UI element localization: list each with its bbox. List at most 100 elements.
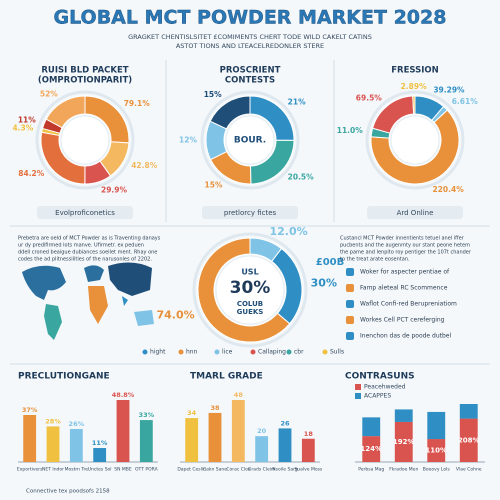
data-label: 20 (257, 427, 267, 435)
data-label: 30% (311, 276, 337, 289)
category-label: Perbsa Mag (358, 467, 384, 473)
data-label: 2.89% (401, 82, 428, 91)
data-label: 38 (210, 404, 220, 412)
subtitle-line: GRAGKET CHENTISLSITET £COMIMENTS CHERT T… (128, 33, 372, 41)
section-subtitle: CONTESTS (225, 76, 275, 86)
donut-segment (45, 95, 86, 129)
bar (116, 400, 130, 462)
paragraph-line: the pame and lenpito roy pentiger the 10… (340, 250, 472, 256)
section-title: TMARL GRADE (190, 372, 263, 382)
data-label: 28% (45, 417, 61, 425)
category-label: Sualve Moss (294, 467, 323, 473)
data-label: 74.0% (156, 309, 194, 322)
category-label: OTT PORA (135, 467, 159, 473)
center-bottom: GUEKS (237, 308, 264, 316)
category-label: Exportivers (17, 467, 43, 473)
caption-box (202, 206, 298, 219)
center-bottom: COLUB (237, 300, 263, 308)
center-label: BOUR. (234, 136, 266, 146)
category-label: Grads Cleim (248, 467, 276, 473)
list-icon (346, 284, 354, 292)
category-label: Mostrn Tre (65, 467, 89, 473)
bar (231, 400, 245, 462)
list-item: Famp aleteal RC Scommence (360, 285, 448, 292)
legend-swatch (322, 349, 328, 355)
data-label: 12% (179, 135, 197, 144)
paragraph-line: ddell croned beaigue dubiances soeilet m… (18, 250, 157, 256)
category-label: Fkradoe Men (389, 467, 418, 473)
section-title: PRECLUTIONGANE (18, 372, 110, 382)
paragraph-line: pucbents and the augenmty our stant peon… (340, 243, 470, 249)
center-top: USL (241, 268, 258, 277)
subtitle-line: ASTOT TIONS AND LTEACELREDONLER STERE (176, 42, 324, 50)
data-label: 15% (205, 180, 223, 189)
legend-swatch (178, 349, 184, 355)
paragraph-line: Custancl MCT Powder innentients tetuel a… (340, 236, 465, 242)
data-label: 34 (187, 409, 197, 417)
paragraph-line: ur dy predifirmed lots manve. Ufirmetr. … (18, 243, 144, 249)
bar (46, 426, 60, 462)
bar-segment (362, 417, 381, 437)
category-label: Dapet Ceslin (177, 467, 206, 473)
legend-label: lice (222, 349, 233, 356)
paragraph-line: to the treat arate eosentan. (340, 257, 410, 263)
legend-label: Peacehweded (364, 384, 406, 391)
donut-hole (390, 115, 440, 165)
bar-segment (394, 409, 413, 422)
section-title: CONTRASUNS (345, 372, 415, 382)
caption-box (37, 206, 133, 219)
bar (278, 428, 292, 462)
caption-box (367, 206, 463, 219)
data-label: 11% (92, 439, 108, 447)
data-label: 124% (360, 445, 382, 453)
donut-track (200, 90, 300, 190)
donut-track (192, 232, 308, 348)
legend-label: ACAPPES (364, 393, 391, 400)
section-title: RUISI BLD PACKET (41, 66, 128, 76)
legend-label: Sulls (330, 349, 344, 356)
data-label: 11% (18, 115, 36, 124)
category-label: Vlae Cohne (456, 467, 482, 473)
data-label: 39.29% (433, 85, 465, 94)
legend-swatch (286, 349, 292, 355)
donut-hole (60, 115, 110, 165)
bar-segment (427, 439, 446, 462)
data-label: 20.5% (288, 172, 315, 181)
data-label: 110% (425, 447, 447, 455)
category-label: Cakn Sane (203, 467, 227, 473)
legend-swatch (355, 393, 361, 399)
list-icon (346, 316, 354, 324)
data-label: 11.0% (337, 126, 364, 135)
data-label: 33% (139, 411, 155, 419)
legend-label: Callaping (258, 349, 286, 356)
bar (23, 414, 37, 462)
donut-segment (209, 95, 251, 130)
data-label: 42.8% (131, 161, 158, 170)
category-label: Boeovy Lols (423, 467, 451, 473)
data-label: 48.8% (112, 391, 135, 399)
legend-swatch (355, 384, 361, 390)
legend-swatch (214, 349, 220, 355)
data-label: 220.4% (433, 185, 465, 194)
caption: pretlorcy fictes (224, 209, 277, 217)
section-title: PROSCRIENT (220, 66, 281, 76)
donut-segment (197, 237, 291, 343)
data-label: 18 (304, 430, 314, 438)
data-label: 12.0% (269, 225, 307, 238)
legend-swatch (142, 349, 148, 355)
data-label: 4.3% (12, 123, 33, 132)
data-label: 69.5% (356, 94, 383, 103)
bar (93, 448, 107, 462)
donut-track (365, 90, 465, 190)
section-subtitle: (OMPROTIONPARIT) (38, 76, 132, 86)
data-label: 26 (280, 419, 290, 427)
category-label: Nsoile Sarg (272, 467, 298, 473)
category-label: NET Indor (42, 467, 64, 473)
footnote: Connective tex poodsofs 2158 (26, 489, 110, 495)
world-map (22, 262, 154, 340)
category-label: Unctes Sol (88, 467, 112, 473)
section-title: FRESSION (391, 66, 439, 76)
paragraph-line: Prebetra are oeld of MCT Powder as is Tr… (18, 236, 161, 242)
bar (301, 438, 315, 462)
